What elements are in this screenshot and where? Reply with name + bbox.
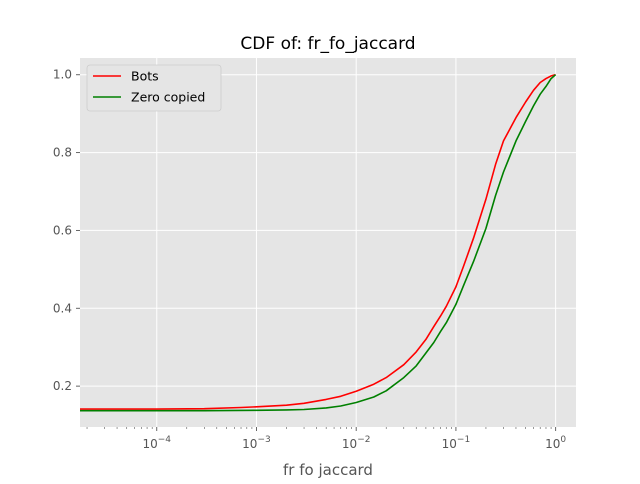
x-tick-exponent: −2 [357, 435, 370, 445]
x-tick-label: 100 [545, 435, 566, 451]
series-layer [80, 73, 557, 412]
x-tick-base: 10 [342, 437, 357, 451]
x-tick-label: 10−3 [242, 435, 271, 451]
chart-title: CDF of: fr_fo_jaccard [240, 34, 415, 54]
x-tick-label: 10−4 [142, 435, 171, 451]
x-tick-label: 10−2 [342, 435, 371, 451]
y-tick-label: 0.6 [53, 223, 72, 237]
x-tick-label: 10−1 [442, 435, 471, 451]
grid [80, 58, 576, 427]
legend: Bots Zero copied [86, 64, 222, 112]
legend-label: Bots [131, 69, 159, 84]
y-tick-label: 1.0 [53, 68, 72, 82]
y-tick-label: 0.2 [53, 379, 72, 393]
x-tick-exponent: −4 [158, 435, 172, 445]
x-tick-base: 10 [142, 437, 157, 451]
y-tick-label: 0.8 [53, 146, 72, 160]
x-tick-exponent: −1 [457, 435, 470, 445]
x-tick-exponent: −3 [257, 435, 270, 445]
legend-label: Zero copied [131, 90, 205, 105]
plot-area [80, 58, 576, 427]
series-line [80, 73, 556, 410]
series-line [80, 74, 557, 412]
x-tick-base: 10 [545, 437, 560, 451]
x-tick-exponent: 0 [560, 435, 566, 445]
y-tick-label: 0.4 [53, 301, 72, 315]
x-tick-base: 10 [442, 437, 457, 451]
x-axis-label: fr fo jaccard [283, 461, 373, 479]
x-tick-base: 10 [242, 437, 257, 451]
